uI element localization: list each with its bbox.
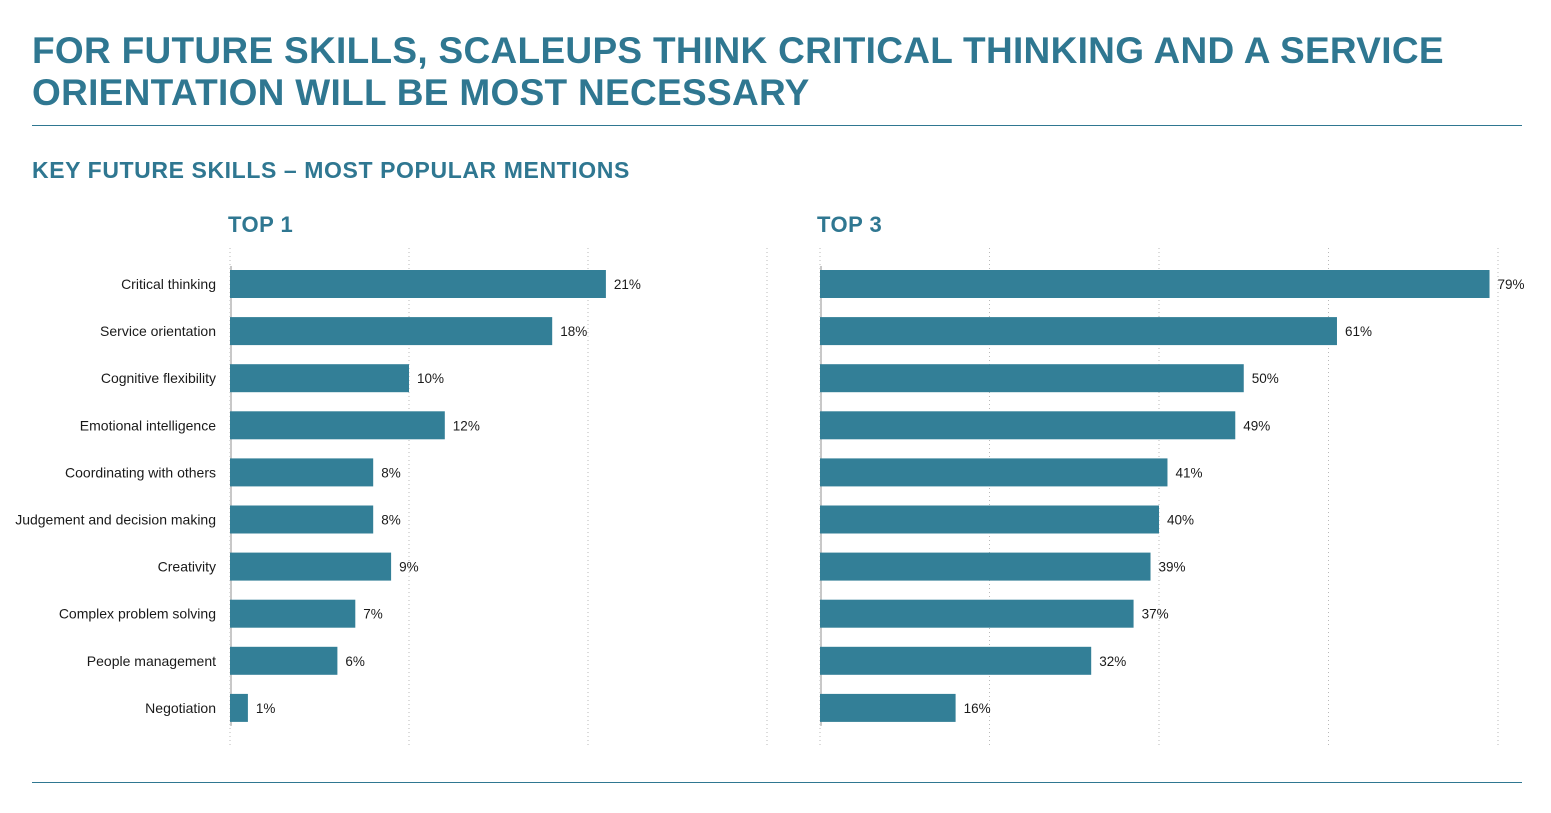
bar-top3-2 (820, 364, 1244, 393)
value-label-top3-5: 40% (1167, 513, 1194, 528)
bar-top3-7 (820, 599, 1134, 628)
bar-top3-9 (820, 693, 956, 722)
bar-top3-1 (820, 317, 1337, 346)
page-title-line2: ORIENTATION WILL BE MOST NECESSARY (32, 72, 810, 113)
value-label-top3-7: 37% (1142, 607, 1169, 622)
category-label-8: People management (87, 653, 216, 669)
page-title-line1: FOR FUTURE SKILLS, SCALEUPS THINK CRITIC… (32, 30, 1444, 71)
value-label-top3-3: 49% (1243, 418, 1270, 433)
value-label-top3-6: 39% (1159, 560, 1186, 575)
title-divider (32, 125, 1522, 126)
category-label-6: Creativity (158, 559, 216, 575)
value-label-top3-2: 50% (1252, 371, 1279, 386)
page-title: FOR FUTURE SKILLS, SCALEUPS THINK CRITIC… (32, 30, 1512, 114)
value-label-top1-1: 18% (560, 324, 587, 339)
bar-top1-8 (230, 646, 338, 675)
bar-top1-9 (230, 693, 248, 722)
value-label-top1-9: 1% (256, 701, 276, 716)
value-label-top1-2: 10% (417, 371, 444, 386)
category-label-1: Service orientation (100, 323, 216, 339)
value-label-top3-8: 32% (1099, 654, 1126, 669)
value-label-top1-0: 21% (614, 277, 641, 292)
chart-subtitle: KEY FUTURE SKILLS – MOST POPULAR MENTION… (32, 157, 630, 183)
bar-top3-5 (820, 505, 1159, 534)
bar-top3-6 (820, 552, 1151, 581)
value-label-top1-4: 8% (381, 465, 401, 480)
bar-top1-1 (230, 317, 553, 346)
category-label-2: Cognitive flexibility (101, 370, 216, 386)
bar-top3-3 (820, 411, 1236, 440)
value-label-top3-4: 41% (1175, 465, 1202, 480)
bar-top1-5 (230, 505, 374, 534)
bar-top1-0 (230, 270, 606, 298)
value-label-top1-7: 7% (363, 607, 383, 622)
category-label-9: Negotiation (145, 700, 216, 716)
value-label-top1-3: 12% (453, 418, 480, 433)
bar-top3-4 (820, 458, 1168, 487)
value-label-top3-9: 16% (964, 701, 991, 716)
value-label-top3-0: 79% (1498, 277, 1525, 292)
bar-top1-7 (230, 599, 356, 628)
bar-top3-0 (820, 270, 1490, 298)
category-label-3: Emotional intelligence (80, 417, 216, 433)
bar-top1-4 (230, 458, 374, 487)
panel-title-top3: TOP 3 (817, 212, 882, 237)
category-label-4: Coordinating with others (65, 464, 216, 480)
panel-title-top1: TOP 1 (228, 212, 293, 237)
category-label-7: Complex problem solving (59, 606, 216, 622)
bar-top1-6 (230, 552, 392, 581)
bar-top1-3 (230, 411, 445, 440)
value-label-top1-8: 6% (345, 654, 365, 669)
value-label-top1-5: 8% (381, 513, 401, 528)
value-label-top3-1: 61% (1345, 324, 1372, 339)
bar-top1-2 (230, 364, 409, 393)
bar-top3-8 (820, 646, 1092, 675)
footer-divider (32, 782, 1522, 783)
category-label-5: Judgement and decision making (15, 512, 216, 528)
category-label-0: Critical thinking (121, 276, 216, 292)
value-label-top1-6: 9% (399, 560, 419, 575)
